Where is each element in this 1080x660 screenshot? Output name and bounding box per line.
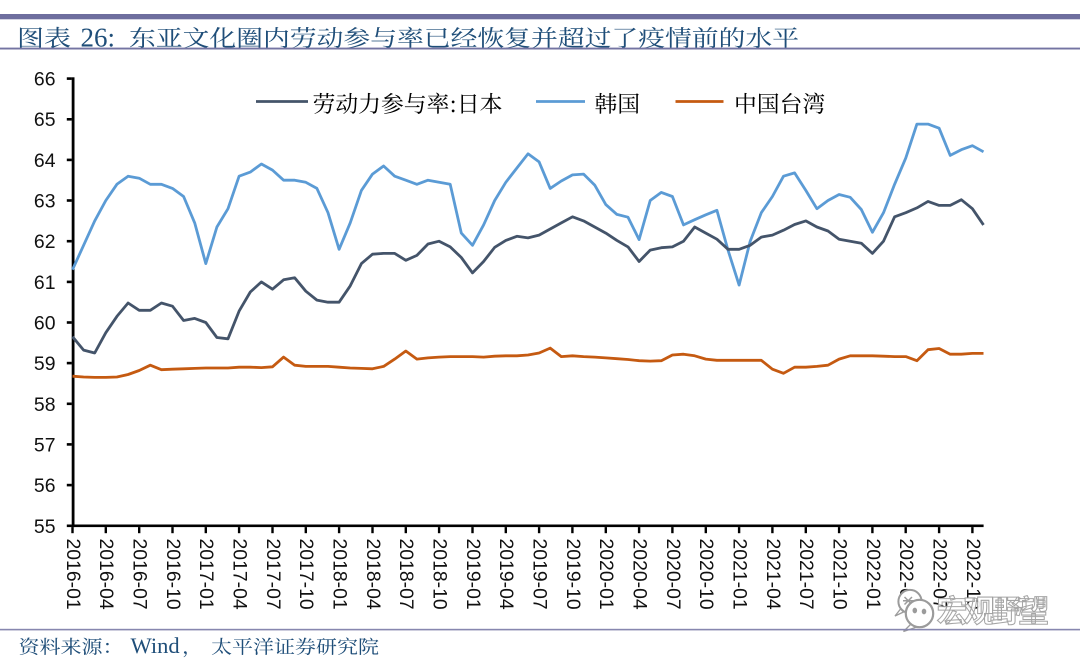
svg-text:2021-01: 2021-01	[729, 539, 751, 610]
svg-text:2017-10: 2017-10	[295, 539, 317, 610]
svg-text:2021-10: 2021-10	[829, 539, 851, 610]
svg-text:62: 62	[34, 231, 56, 253]
svg-text:58: 58	[34, 394, 56, 416]
svg-text:59: 59	[34, 353, 56, 375]
svg-text:2020-01: 2020-01	[595, 539, 617, 610]
svg-text:2021-07: 2021-07	[795, 539, 817, 610]
svg-text:2021-04: 2021-04	[762, 539, 784, 610]
svg-text:2018-04: 2018-04	[362, 539, 384, 610]
svg-text:2018-01: 2018-01	[329, 539, 351, 610]
svg-text:66: 66	[34, 69, 56, 91]
svg-text:2020-10: 2020-10	[695, 539, 717, 610]
svg-text:2022-10: 2022-10	[962, 539, 984, 610]
svg-text:2019-01: 2019-01	[462, 539, 484, 610]
svg-text:2016-01: 2016-01	[62, 539, 84, 610]
svg-text:2019-07: 2019-07	[529, 539, 551, 610]
svg-text:2018-10: 2018-10	[429, 539, 451, 610]
svg-text:2017-04: 2017-04	[229, 539, 251, 610]
svg-text:60: 60	[34, 313, 56, 335]
svg-text:2016-04: 2016-04	[95, 539, 117, 610]
svg-text:2017-07: 2017-07	[262, 539, 284, 610]
svg-text:2019-04: 2019-04	[495, 539, 517, 610]
svg-text:2019-10: 2019-10	[562, 539, 584, 610]
svg-text:64: 64	[34, 150, 56, 172]
svg-text:57: 57	[34, 434, 56, 456]
svg-text:Wind: Wind	[131, 633, 180, 658]
svg-text:63: 63	[34, 191, 56, 213]
svg-text:2016-10: 2016-10	[162, 539, 184, 610]
svg-text:2022-07: 2022-07	[929, 539, 951, 610]
svg-text:2020-04: 2020-04	[629, 539, 651, 610]
svg-text:61: 61	[34, 272, 56, 294]
svg-text:56: 56	[34, 475, 56, 497]
svg-text:2018-07: 2018-07	[395, 539, 417, 610]
svg-text:65: 65	[34, 109, 56, 131]
svg-text:26:: 26:	[81, 22, 116, 52]
svg-text:2016-07: 2016-07	[129, 539, 151, 610]
svg-text:55: 55	[34, 516, 56, 538]
svg-text:2020-07: 2020-07	[662, 539, 684, 610]
svg-text:2017-01: 2017-01	[195, 539, 217, 610]
svg-text:2022-01: 2022-01	[862, 539, 884, 610]
